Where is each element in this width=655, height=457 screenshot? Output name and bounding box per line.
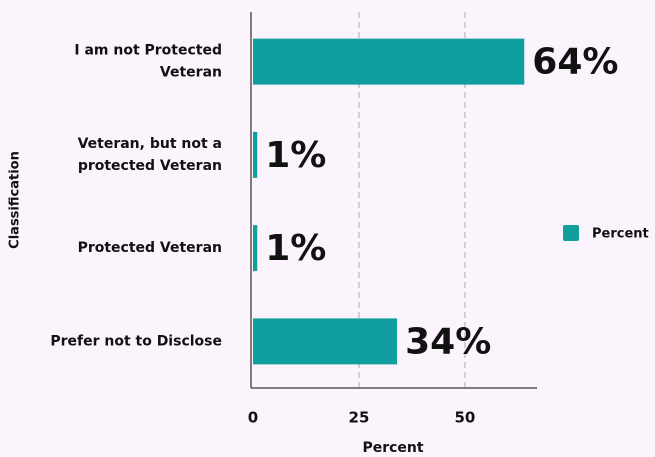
y-tick-label: Protected Veteran: [78, 240, 222, 256]
legend-label: Percent: [592, 227, 649, 242]
bar: [253, 131, 258, 178]
data-label: 1%: [265, 228, 326, 269]
x-axis-title: Percent: [362, 440, 423, 456]
x-tick-label: 0: [248, 409, 258, 427]
y-tick-label: Prefer not to Disclose: [50, 333, 222, 349]
bar: [253, 225, 258, 272]
y-tick-label: Veteran, but not a protected Veteran: [78, 136, 222, 174]
x-tick-label: 25: [349, 409, 370, 427]
data-label: 1%: [265, 135, 326, 176]
x-tick-label: 50: [455, 409, 476, 427]
bar: [253, 38, 525, 85]
y-tick-label: I am not Protected Veteran: [74, 43, 222, 81]
legend-swatch: [563, 225, 579, 241]
data-label: 34%: [405, 321, 491, 362]
data-label: 64%: [532, 42, 618, 83]
y-axis-title: Classification: [8, 151, 23, 249]
bar: [253, 318, 398, 365]
